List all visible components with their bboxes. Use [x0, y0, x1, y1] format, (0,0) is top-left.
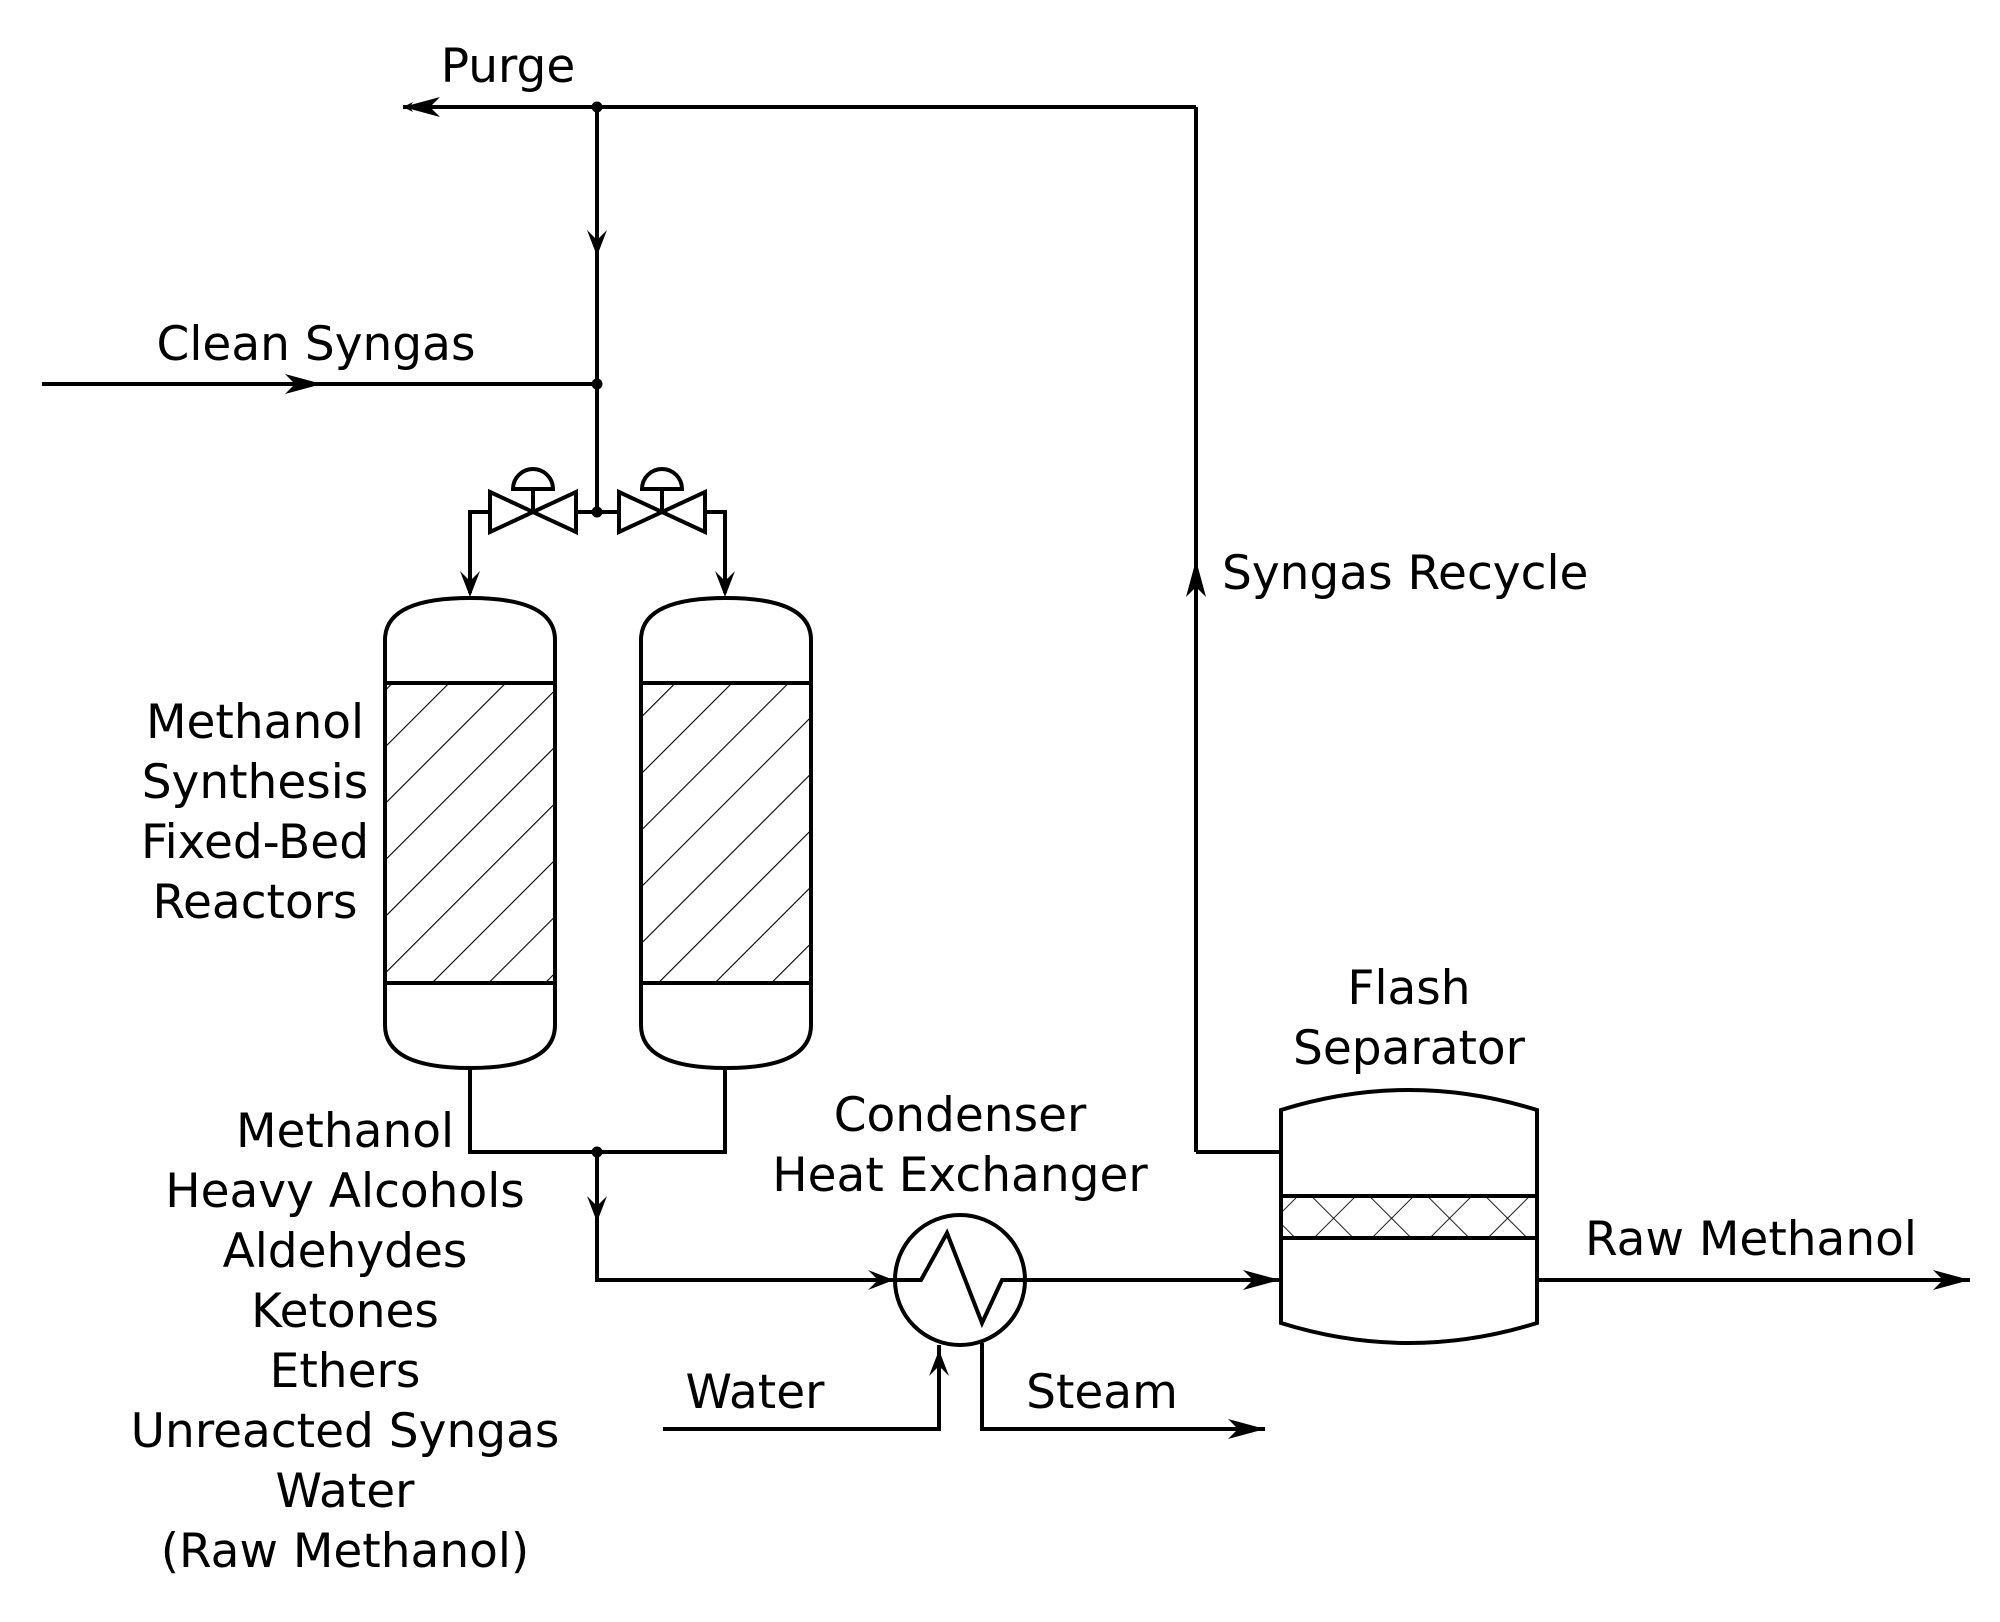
label-outlet-line: Aldehydes [223, 1224, 468, 1279]
label-outlet-line: Unreacted Syngas [131, 1404, 560, 1459]
steam-out-line [980, 1343, 1265, 1431]
label-outlet-line: Heavy Alcohols [165, 1164, 525, 1219]
reactor-left [383, 595, 557, 1071]
clean-syngas-arrowhead [285, 374, 322, 394]
control-valve-left [460, 467, 597, 597]
raw-methanol-arrowhead [1933, 1270, 1970, 1290]
label-outlet-line: Ketones [251, 1284, 439, 1339]
flash-separator [1279, 1088, 1539, 1345]
outlet-down-arrowhead [587, 1196, 607, 1222]
label-water: Water [686, 1365, 826, 1420]
label-reactors-line: Methanol [146, 695, 364, 750]
label-reactors: Methanol Synthesis Fixed-Bed Reactors [141, 695, 369, 930]
control-valve-right [597, 467, 735, 597]
water-in-arrowhead [929, 1350, 949, 1376]
label-reactors-line: Reactors [152, 875, 357, 930]
condenser-outlet-arrowhead [1243, 1270, 1280, 1290]
reactor-outlet-line [468, 1068, 727, 1154]
steam-out-arrowhead [1228, 1419, 1265, 1439]
label-condenser-line: Heat Exchanger [772, 1148, 1148, 1203]
recycle-down-arrowhead [587, 230, 607, 256]
condenser-feed-arrowhead [868, 1270, 894, 1290]
label-outlet-line: (Raw Methanol) [161, 1524, 530, 1579]
label-flash-line: Separator [1293, 1021, 1526, 1076]
label-outlet-line: Water [276, 1464, 416, 1519]
label-reactors-line: Synthesis [142, 755, 369, 810]
label-reactors-line: Fixed-Bed [141, 815, 369, 870]
condenser-feed-line [595, 1152, 894, 1282]
label-condenser: Condenser Heat Exchanger [772, 1088, 1148, 1203]
label-clean-syngas: Clean Syngas [157, 317, 476, 372]
label-flash-line: Flash [1347, 961, 1470, 1016]
label-syngas-recycle: Syngas Recycle [1222, 546, 1588, 601]
label-reactor-outlet: Methanol Heavy Alcohols Aldehydes Ketone… [131, 1104, 560, 1579]
purge-arrowhead [403, 97, 440, 117]
junction-syngas [591, 378, 603, 390]
label-raw-methanol: Raw Methanol [1585, 1212, 1917, 1267]
label-steam: Steam [1026, 1365, 1178, 1420]
reactor-right [639, 595, 813, 1071]
label-outlet-line: Ethers [270, 1344, 421, 1399]
water-in-line [663, 1345, 941, 1431]
syngas-recycle-arrowhead [1186, 560, 1206, 597]
label-flash-separator: Flash Separator [1293, 961, 1526, 1076]
label-purge: Purge [441, 39, 576, 94]
label-condenser-line: Condenser [834, 1088, 1087, 1143]
condenser-heat-exchanger [893, 1213, 1027, 1347]
label-outlet-line: Methanol [236, 1104, 454, 1159]
